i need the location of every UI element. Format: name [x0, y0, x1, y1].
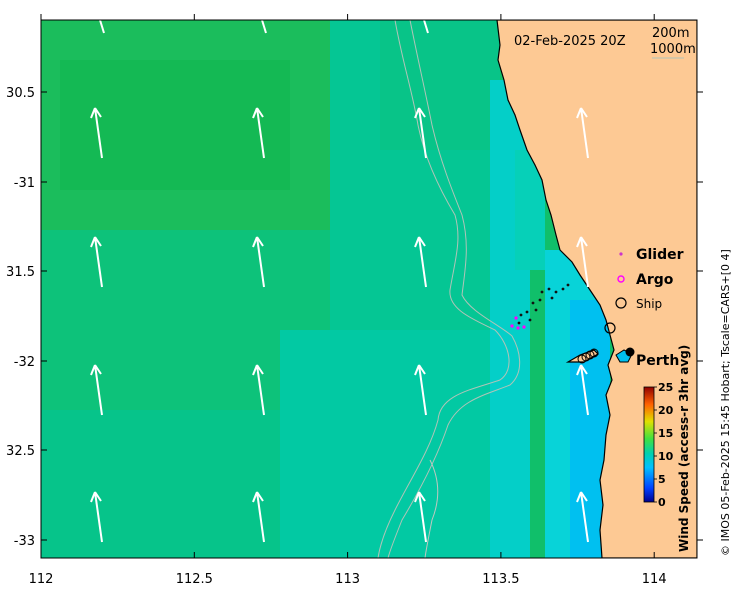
argo-point	[514, 316, 518, 320]
colorbar-tick-label: 10	[658, 450, 674, 463]
argo-legend-symbol	[617, 275, 625, 283]
argo-legend-label: Argo	[636, 272, 674, 288]
wind-arrow	[252, 236, 265, 288]
argo-point	[516, 326, 520, 330]
colorbar-tick-label: 0	[658, 496, 666, 509]
glider-point	[525, 310, 529, 314]
colorbar-tick-label: 5	[658, 473, 666, 486]
argo-point	[510, 324, 514, 328]
ship-marker	[604, 322, 616, 334]
bathymetry-contours	[377, 20, 521, 558]
colorbar-tick-label: 25	[658, 381, 673, 394]
perth-marker	[625, 347, 635, 357]
argo-points	[510, 316, 526, 330]
wind-arrow	[423, 20, 429, 34]
y-axis: 30.5 -31 31.5 -32 32.5 -33	[6, 86, 703, 549]
wind-arrow	[576, 491, 589, 543]
wind-arrow	[261, 20, 267, 34]
colorbar-ticks: 25 20 15 10 5 0	[654, 381, 674, 509]
wind-arrows	[90, 20, 589, 543]
y-tick-label: 32.5	[6, 444, 35, 459]
date-label: 02-Feb-2025 20Z	[514, 34, 626, 49]
wind-arrow	[252, 491, 265, 543]
colorbar: 25 20 15 10 5 0 Wind Speed (access-r 3hr avg)	[643, 345, 691, 552]
contour-label-1000m: 1000m	[650, 42, 696, 57]
y-tick-label: 30.5	[6, 86, 35, 101]
glider-legend-symbol	[619, 252, 623, 256]
contour-label-200m: 200m	[652, 26, 689, 41]
wind-arrow	[90, 491, 103, 543]
wind-arrow	[414, 107, 427, 159]
wind-arrow	[414, 364, 427, 416]
wind-arrow	[90, 236, 103, 288]
x-tick-label: 113	[335, 572, 360, 587]
wind-arrow	[252, 107, 265, 159]
glider-point	[547, 287, 551, 291]
glider-point	[540, 290, 544, 294]
glider-legend-label: Glider	[636, 247, 684, 263]
glider-point	[517, 321, 521, 325]
glider-point	[538, 298, 542, 302]
plot-area	[41, 20, 697, 558]
plot-frame	[40, 19, 698, 559]
wind-arrow	[99, 20, 105, 34]
coastal-contour	[424, 459, 439, 558]
x-tick-label: 112	[29, 572, 54, 587]
platform-legend: Glider Argo Ship	[615, 247, 684, 311]
glider-point	[528, 318, 532, 322]
x-tick-label: 114	[642, 572, 667, 587]
glider-track	[517, 283, 570, 325]
glider-point	[519, 313, 523, 317]
wind-arrow	[576, 364, 589, 416]
y-tick-label: -31	[14, 176, 35, 191]
glider-point	[531, 301, 535, 305]
x-tick-label: 113.5	[482, 572, 519, 587]
glider-point	[554, 290, 558, 294]
argo-point	[522, 325, 526, 329]
ship-legend-symbol	[615, 297, 627, 309]
wind-arrow	[90, 107, 103, 159]
ship-legend-label: Ship	[636, 297, 662, 311]
glider-point	[561, 287, 565, 291]
colorbar-tick-label: 15	[658, 427, 673, 440]
x-tick-label: 112.5	[176, 572, 213, 587]
colorbar-gradient	[643, 386, 655, 503]
y-tick-label: -33	[14, 534, 35, 549]
y-tick-label: 31.5	[6, 265, 35, 280]
ship-cluster	[577, 348, 599, 364]
wind-arrow	[252, 364, 265, 416]
colorbar-title: Wind Speed (access-r 3hr avg)	[677, 345, 691, 552]
wind-arrow	[576, 236, 589, 288]
wind-arrow	[414, 236, 427, 288]
perth-label: Perth	[636, 353, 679, 369]
y-tick-label: -32	[14, 355, 35, 370]
colorbar-tick-label: 20	[658, 404, 674, 417]
wind-arrow	[576, 107, 589, 159]
wind-arrow	[414, 491, 427, 543]
glider-point	[566, 283, 570, 287]
credit-text: © IMOS 05-Feb-2025 15:45 Hobart; Tscale=…	[719, 249, 732, 556]
glider-point	[534, 308, 538, 312]
glider-point	[550, 296, 554, 300]
wind-arrow	[90, 364, 103, 416]
